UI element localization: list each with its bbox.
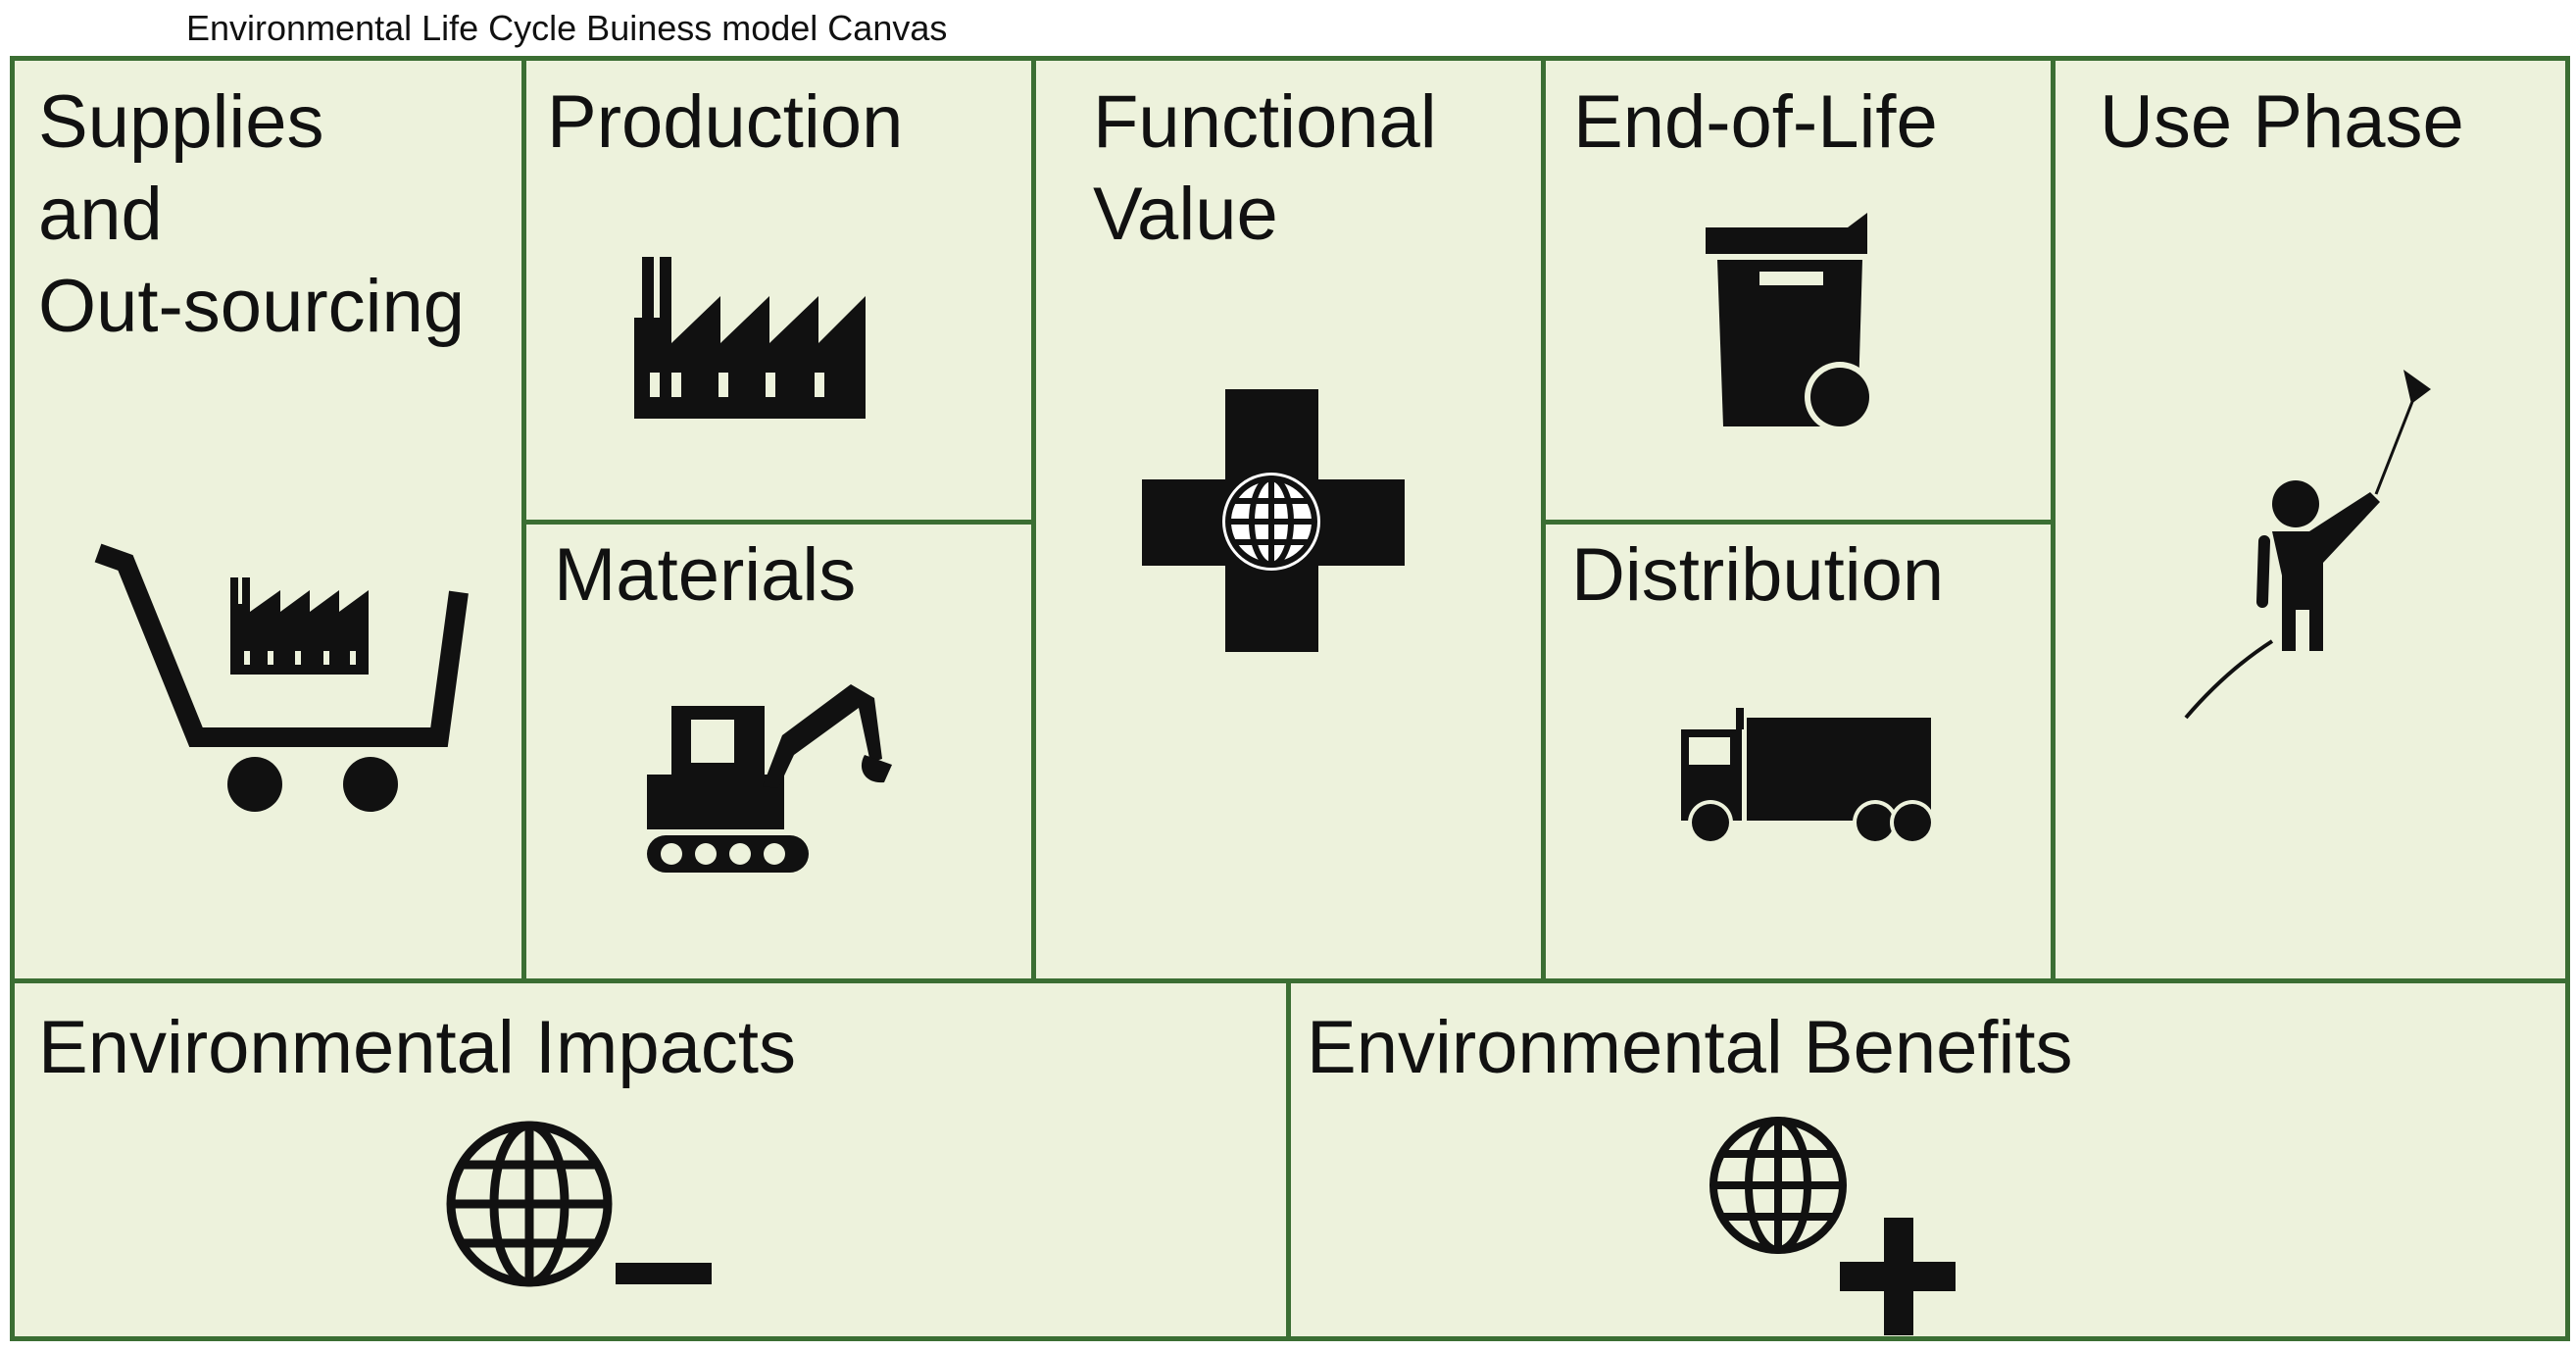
divider xyxy=(526,520,1031,525)
excavator-icon xyxy=(647,684,892,873)
block-label-functional-value: Functional Value xyxy=(1093,80,1437,256)
block-label-end-of-life: End-of-Life xyxy=(1573,80,1938,164)
cross-with-globe-icon xyxy=(1142,389,1405,652)
globe-minus-icon xyxy=(446,1121,712,1287)
block-label-environmental-impacts: Environmental Impacts xyxy=(38,1006,796,1089)
divider xyxy=(1286,980,1291,1341)
shopping-cart-with-factory-icon xyxy=(94,543,469,812)
divider xyxy=(1541,61,1546,980)
divider xyxy=(2051,61,2056,980)
block-label-supplies: Supplies and Out-sourcing xyxy=(38,80,466,348)
divider xyxy=(15,978,2565,983)
block-label-use-phase: Use Phase xyxy=(2100,80,2464,164)
block-label-production: Production xyxy=(547,80,904,164)
divider xyxy=(1546,520,2051,525)
block-label-distribution: Distribution xyxy=(1571,533,1945,617)
divider xyxy=(1031,61,1036,980)
block-label-environmental-benefits: Environmental Benefits xyxy=(1307,1006,2073,1089)
canvas-title: Environmental Life Cycle Buiness model C… xyxy=(186,8,948,48)
block-label-materials: Materials xyxy=(554,533,857,617)
business-model-canvas: Supplies and Out-sourcing Production Mat… xyxy=(10,56,2570,1341)
person-flying-kite-icon xyxy=(2184,370,2431,720)
globe-plus-icon xyxy=(1709,1117,1956,1335)
truck-icon xyxy=(1681,708,1935,845)
divider xyxy=(521,61,526,980)
wheelie-bin-icon xyxy=(1706,213,1875,432)
factory-icon xyxy=(634,257,866,419)
